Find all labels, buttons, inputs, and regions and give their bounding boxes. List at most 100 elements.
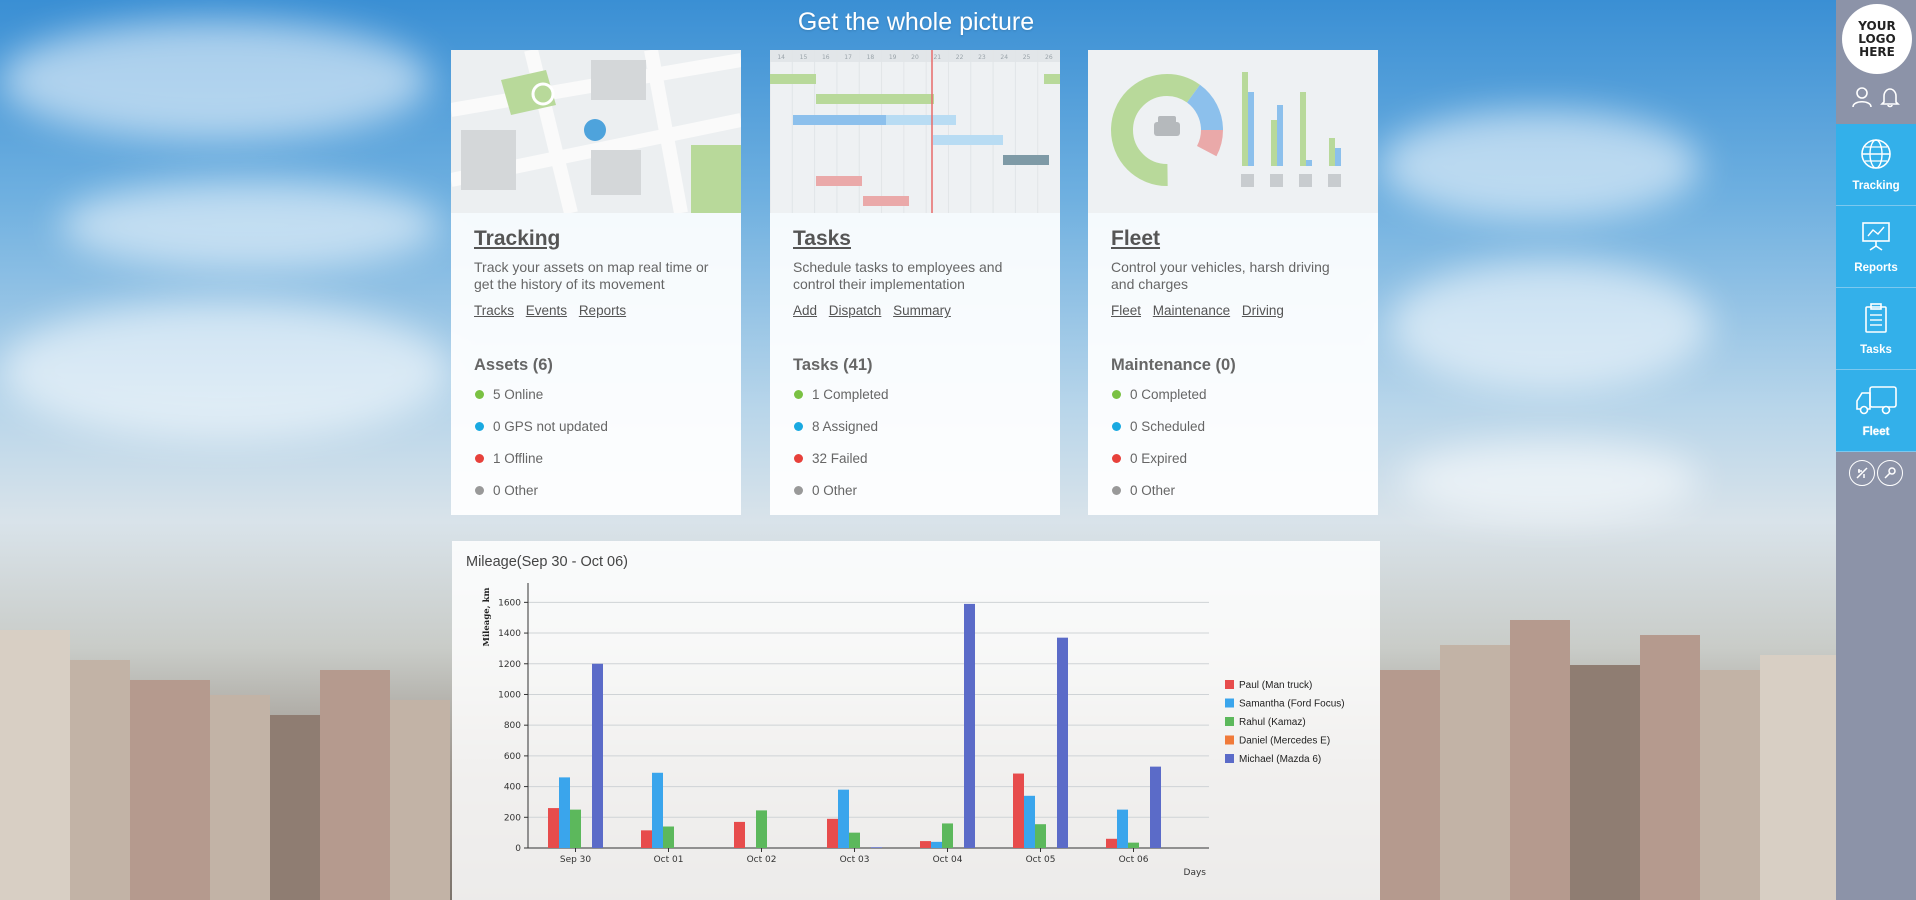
legend-swatch	[1225, 698, 1234, 708]
mileage-chart-panel: Mileage(Sep 30 - Oct 06) 0 200 400 600 800 10…	[452, 541, 1380, 900]
bar	[663, 826, 674, 848]
dispatch-link[interactable]: Dispatch	[828, 303, 882, 318]
status-dot	[794, 454, 803, 463]
status-dot	[1112, 454, 1121, 463]
building	[1440, 645, 1510, 900]
x-tick-label: Oct 05	[1026, 855, 1056, 865]
stat-label: 0 GPS not updated	[493, 419, 608, 434]
gantt-day-label: 22	[956, 54, 964, 61]
card-title[interactable]: Tasks	[793, 227, 851, 250]
bar	[1150, 766, 1161, 848]
logo-text: YOUR LOGO HERE	[1858, 18, 1896, 59]
sidebar-item-label: Tasks	[1860, 343, 1892, 356]
bar	[1024, 795, 1035, 848]
building	[320, 670, 390, 900]
y-tick-label: 200	[504, 813, 521, 823]
bar	[641, 830, 652, 848]
add-link[interactable]: Add	[793, 303, 818, 318]
building	[1640, 635, 1700, 900]
card-title[interactable]: Tracking	[474, 227, 561, 250]
stat-label: 0 Scheduled	[1130, 419, 1206, 434]
status-dot	[475, 390, 484, 399]
x-axis-label: Days	[1184, 868, 1207, 878]
bar	[548, 808, 559, 848]
x-tick-label: Oct 03	[840, 855, 870, 865]
status-dot	[475, 422, 484, 431]
reports-link[interactable]: Reports	[578, 303, 627, 318]
stat-item: 1 Completed	[793, 385, 1037, 417]
gantt-day-label: 17	[844, 54, 852, 61]
sidebar-item-reports[interactable]: Reports	[1836, 206, 1916, 288]
stat-label: 0 Completed	[1130, 387, 1207, 402]
logo[interactable]: YOUR LOGO HERE	[1842, 4, 1912, 74]
truck-icon	[1854, 384, 1898, 420]
key-icon[interactable]	[1877, 460, 1903, 486]
gantt-day-label: 26	[1045, 54, 1053, 61]
bar	[827, 818, 838, 848]
events-link[interactable]: Events	[525, 303, 568, 318]
stat-item: 8 Assigned	[793, 417, 1037, 449]
gantt-day-label: 19	[889, 54, 897, 61]
status-dot	[794, 486, 803, 495]
x-tick-label: Oct 01	[654, 855, 684, 865]
sidebar-item-fleet[interactable]: Fleet	[1836, 370, 1916, 452]
sidebar-item-label: Tracking	[1852, 179, 1900, 192]
x-tick-label: Oct 04	[933, 855, 963, 865]
bar	[1106, 838, 1117, 848]
sidebar-item-tasks[interactable]: Tasks	[1836, 288, 1916, 370]
stat-label: 1 Offline	[493, 451, 544, 466]
clipboard-icon	[1860, 302, 1892, 338]
gantt-illustration: 14 15 16 17 18 19 20 21 22 23 24 25 26	[770, 50, 1060, 213]
gantt-day-label: 18	[867, 54, 875, 61]
bar	[559, 777, 570, 848]
page-title: Get the whole picture	[797, 8, 1035, 36]
card-description: Control your vehicles, harsh driving and…	[1111, 259, 1330, 292]
tasks-card: 14 15 16 17 18 19 20 21 22 23 24 25 26 Tasks Schedul…	[770, 50, 1060, 515]
y-tick-label: 0	[515, 844, 521, 854]
legend-label: Daniel (Mercedes E)	[1239, 736, 1330, 747]
stat-item: 5 Online	[474, 385, 718, 417]
building	[0, 630, 70, 900]
stat-item: 0 Scheduled	[1111, 417, 1355, 449]
building	[1570, 665, 1640, 900]
stat-item: 0 Other	[1111, 481, 1355, 513]
driving-link[interactable]: Driving	[1241, 303, 1284, 318]
y-tick-label: 400	[504, 783, 521, 793]
legend-swatch	[1225, 735, 1234, 745]
status-dot	[794, 422, 803, 431]
stats-title: Maintenance (0)	[1111, 356, 1236, 374]
bar	[1013, 773, 1024, 848]
y-tick-label: 1400	[498, 629, 521, 639]
y-tick-label: 600	[504, 752, 521, 762]
gantt-day-label: 21	[933, 54, 941, 61]
stats-title: Tasks (41)	[793, 356, 873, 374]
legend-label: Michael (Mazda 6)	[1239, 754, 1321, 765]
stat-label: 0 Other	[1130, 483, 1176, 498]
presentation-icon	[1860, 220, 1892, 256]
y-tick-label: 1000	[498, 690, 521, 700]
plugin-icon[interactable]	[1849, 460, 1875, 486]
legend-swatch	[1225, 680, 1234, 689]
stat-item: 0 Other	[793, 481, 1037, 513]
stat-label: 0 Expired	[1130, 451, 1188, 466]
bar	[838, 789, 849, 848]
user-icon[interactable]	[1851, 86, 1873, 116]
bar	[964, 603, 975, 848]
maintenance-link[interactable]: Maintenance	[1152, 303, 1231, 318]
y-tick-label: 1600	[498, 598, 521, 608]
bar	[849, 832, 860, 848]
chart-title: Mileage(Sep 30 - Oct 06)	[466, 554, 628, 570]
bar	[592, 663, 603, 848]
sidebar-item-tracking[interactable]: Tracking	[1836, 124, 1916, 206]
card-title[interactable]: Fleet	[1111, 227, 1161, 250]
stat-label: 5 Online	[493, 387, 544, 402]
mileage-chart: 0 200 400 600 800 1000 1200 1400 1600 Mileage, km…	[482, 583, 1345, 878]
summary-link[interactable]: Summary	[893, 303, 951, 318]
tracks-link[interactable]: Tracks	[474, 303, 514, 318]
x-tick-label: Oct 02	[747, 855, 777, 865]
legend-label: Paul (Man truck)	[1239, 680, 1312, 691]
fleet-link[interactable]: Fleet	[1111, 303, 1142, 318]
building	[70, 660, 130, 900]
bell-icon[interactable]	[1879, 86, 1901, 116]
cloud	[0, 20, 430, 140]
